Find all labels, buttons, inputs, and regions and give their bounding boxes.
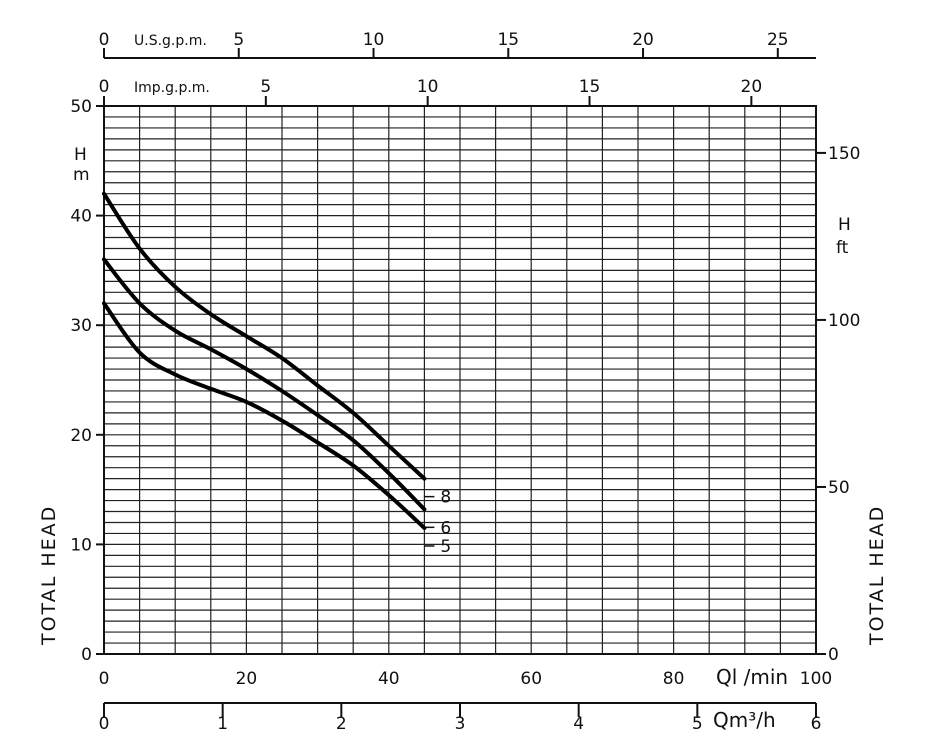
lmin-unit-label: Ql /min <box>716 665 788 689</box>
curve-label-5: 5 <box>440 537 451 557</box>
right-tick-label: 50 <box>828 478 850 498</box>
lmin-tick-label: 0 <box>99 669 110 689</box>
impgpm-unit-label: Imp.g.p.m. <box>134 80 210 96</box>
curve-5 <box>102 301 427 530</box>
right-tick-label: 150 <box>828 144 860 164</box>
m3h-tick-label: 2 <box>336 714 347 734</box>
left-tick-label: 30 <box>70 316 92 336</box>
left-tick-label: 10 <box>70 535 92 555</box>
lmin-tick-label: 60 <box>520 669 542 689</box>
right-unit-h: H <box>838 215 851 235</box>
m3h-tick-label: 5 <box>692 714 703 734</box>
lmin-tick-label: 80 <box>663 669 685 689</box>
impgpm-tick-label: 0 <box>99 77 110 97</box>
usgpm-tick-label: 10 <box>363 30 385 50</box>
lmin-tick-label: 100 <box>800 669 832 689</box>
impgpm-tick-label: 15 <box>579 77 601 97</box>
right-tick-label: 0 <box>828 645 839 665</box>
m3h-tick-label: 1 <box>217 714 228 734</box>
left-unit-h: H <box>74 145 87 165</box>
usgpm-tick-label: 15 <box>497 30 519 50</box>
left-tick-label: 0 <box>81 645 92 665</box>
left-tick-label: 40 <box>70 207 92 227</box>
right-tick-label: 100 <box>828 311 860 331</box>
usgpm-tick-label: 20 <box>632 30 654 50</box>
right-unit-ft: ft <box>836 238 849 258</box>
curve-6 <box>102 257 427 512</box>
left-tick-label: 20 <box>70 426 92 446</box>
lmin-tick-label: 20 <box>236 669 258 689</box>
m3h-tick-label: 6 <box>811 714 822 734</box>
m3h-unit-label: Qm³/h <box>713 708 776 732</box>
impgpm-tick-label: 10 <box>417 77 439 97</box>
usgpm-tick-label: 0 <box>99 30 110 50</box>
m3h-tick-label: 3 <box>455 714 466 734</box>
m3h-tick-label: 0 <box>99 714 110 734</box>
curve-8 <box>102 191 427 481</box>
chart-series: 8 65 <box>102 191 451 557</box>
left-axis-title: TOTAL HEAD <box>38 505 60 646</box>
usgpm-unit-label: U.S.g.p.m. <box>134 33 207 49</box>
impgpm-tick-label: 20 <box>741 77 763 97</box>
m3h-tick-label: 4 <box>573 714 584 734</box>
curve-label-6: 6 <box>440 518 451 538</box>
chart-grid <box>104 106 816 654</box>
impgpm-tick-label: 5 <box>260 77 271 97</box>
lmin-tick-label: 40 <box>378 669 400 689</box>
right-axis-title: TOTAL HEAD <box>866 505 888 646</box>
left-unit-m: m <box>73 165 90 185</box>
usgpm-tick-label: 25 <box>767 30 789 50</box>
usgpm-tick-label: 5 <box>233 30 244 50</box>
plot-frame <box>103 105 817 655</box>
curve-label-8: 8 <box>440 488 451 508</box>
left-tick-label: 50 <box>70 97 92 117</box>
